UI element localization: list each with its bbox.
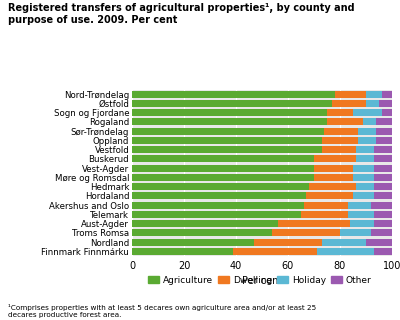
Bar xyxy=(132,91,335,98)
Bar xyxy=(353,165,374,172)
Bar xyxy=(379,100,392,107)
Bar xyxy=(376,128,392,135)
Bar xyxy=(366,100,379,107)
Bar xyxy=(322,146,356,153)
Bar xyxy=(132,174,314,181)
Bar xyxy=(371,229,392,236)
Bar xyxy=(327,109,353,116)
Bar xyxy=(132,118,327,125)
Text: ¹Comprises properties with at least 5 decares own agriculture area and/or at lea: ¹Comprises properties with at least 5 de… xyxy=(8,304,316,318)
Bar xyxy=(353,174,374,181)
Bar xyxy=(132,239,254,246)
Text: Registered transfers of agricultural properties¹, by county and
purpose of use. : Registered transfers of agricultural pro… xyxy=(8,3,355,25)
Bar xyxy=(374,192,392,199)
Bar xyxy=(382,109,392,116)
Bar xyxy=(314,156,356,163)
Bar xyxy=(314,174,353,181)
Bar xyxy=(356,146,374,153)
Bar xyxy=(374,211,392,218)
Bar xyxy=(356,156,374,163)
Bar xyxy=(132,165,314,172)
Bar xyxy=(306,192,353,199)
Bar xyxy=(132,146,322,153)
Bar xyxy=(132,100,332,107)
Bar xyxy=(382,91,392,98)
Bar xyxy=(324,128,358,135)
Bar xyxy=(332,100,366,107)
Bar xyxy=(353,109,382,116)
Bar xyxy=(327,118,363,125)
Bar xyxy=(132,128,324,135)
Bar xyxy=(317,248,374,255)
Bar xyxy=(348,202,371,209)
Bar xyxy=(132,192,306,199)
Bar xyxy=(132,109,327,116)
Bar xyxy=(376,137,392,144)
Bar xyxy=(132,183,309,190)
Bar xyxy=(358,137,376,144)
Bar xyxy=(132,202,304,209)
Bar xyxy=(374,156,392,163)
Bar xyxy=(335,91,366,98)
Bar xyxy=(363,118,376,125)
Bar xyxy=(348,211,374,218)
Bar xyxy=(376,118,392,125)
Bar xyxy=(358,128,376,135)
Bar xyxy=(309,183,356,190)
Bar xyxy=(374,146,392,153)
Bar xyxy=(254,239,322,246)
Bar xyxy=(366,91,382,98)
Bar xyxy=(366,239,392,246)
Bar xyxy=(374,220,392,227)
Bar xyxy=(322,137,358,144)
Bar xyxy=(132,220,278,227)
Bar xyxy=(278,220,350,227)
Bar xyxy=(132,156,314,163)
Bar xyxy=(374,174,392,181)
Bar xyxy=(350,220,374,227)
Bar xyxy=(374,248,392,255)
Bar xyxy=(340,229,371,236)
Legend: Agriculture, Dwelling, Holiday, Other: Agriculture, Dwelling, Holiday, Other xyxy=(145,272,375,288)
Bar xyxy=(371,202,392,209)
Bar xyxy=(132,229,272,236)
Bar xyxy=(322,239,366,246)
Bar xyxy=(374,165,392,172)
Bar xyxy=(272,229,340,236)
Bar xyxy=(301,211,348,218)
Bar xyxy=(304,202,348,209)
Bar xyxy=(132,248,234,255)
Bar xyxy=(314,165,353,172)
Bar xyxy=(132,137,322,144)
Bar xyxy=(234,248,317,255)
Bar xyxy=(374,183,392,190)
X-axis label: Per cent: Per cent xyxy=(242,276,282,286)
Bar xyxy=(132,211,301,218)
Bar xyxy=(353,192,374,199)
Bar xyxy=(356,183,374,190)
